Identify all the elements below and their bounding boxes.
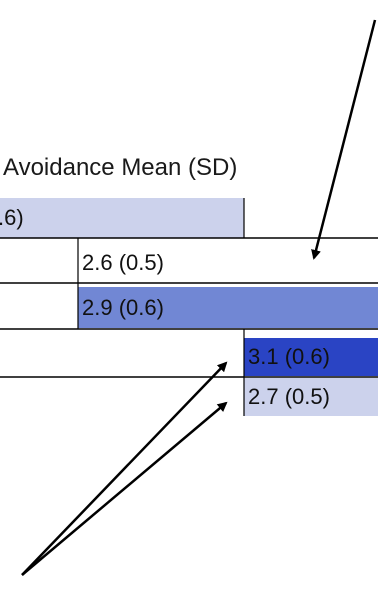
row1-cell-fill	[0, 198, 244, 238]
row5-cell-fill	[244, 378, 378, 416]
row4-value: 3.1 (0.6)	[248, 344, 330, 369]
row5-value: 2.7 (0.5)	[248, 384, 330, 409]
arrow-top	[311, 19, 377, 260]
column-header: Avoidance Mean (SD)	[3, 154, 238, 181]
row3-value: 2.9 (0.6)	[82, 294, 164, 320]
arrow-lower-2	[21, 401, 228, 576]
arrow-lower-1	[21, 361, 228, 576]
row4-cell-fill	[244, 338, 378, 376]
row3-cell-fill	[78, 287, 378, 328]
row2-value: 2.6 (0.5)	[82, 250, 164, 275]
row1-value: .6)	[0, 205, 24, 230]
